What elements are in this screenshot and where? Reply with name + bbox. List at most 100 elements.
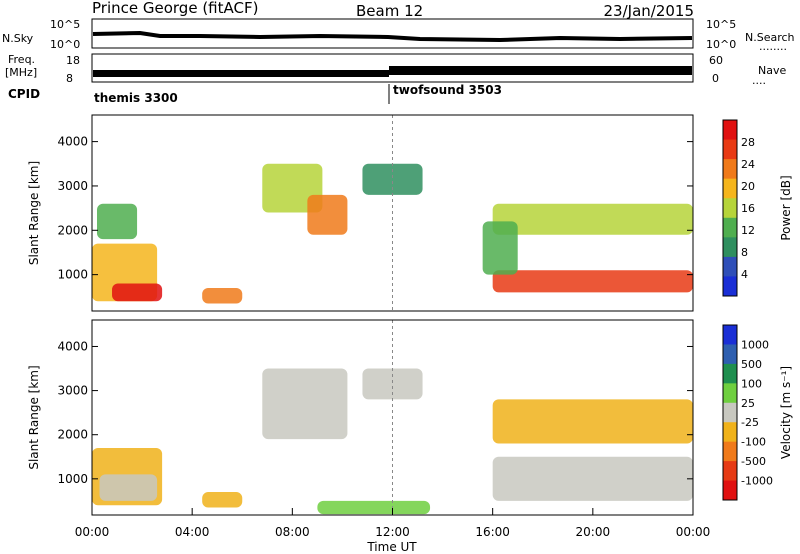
velocity-colorbar-label: Velocity [m s⁻¹]: [779, 366, 793, 459]
velocity-ytick-label-3000: 3000: [57, 384, 88, 398]
power-colorbar-tick-3: 16: [741, 202, 755, 215]
power-ytick-label-4000: 4000: [57, 135, 88, 149]
power-colorbar-swatch-7: [723, 256, 737, 277]
power-ytick-label-2000: 2000: [57, 223, 88, 237]
power-scatter-region-4: [202, 287, 243, 304]
velocity-colorbar-swatch-5: [723, 422, 737, 443]
power-colorbar-swatch-0: [723, 120, 737, 141]
power-colorbar-tick-5: 8: [741, 246, 748, 259]
power-scatter-region-9: [492, 203, 693, 235]
cpid-segment-1: themis 3300: [94, 91, 178, 105]
x-tick-label-6: 00:00: [676, 525, 711, 539]
power-colorbar-swatch-3: [723, 178, 737, 199]
velocity-colorbar-swatch-3: [723, 383, 737, 404]
x-tick-label-2: 08:00: [275, 525, 310, 539]
power-scatter-region-3: [97, 203, 138, 240]
power-scatter-region-6: [307, 194, 348, 235]
velocity-scatter-region-6: [492, 456, 693, 501]
nsearch-legend-dots: ........: [759, 40, 787, 53]
freq-unit-label: [MHz]: [5, 66, 37, 79]
cpid-label: CPID: [8, 87, 40, 101]
x-tick-label-5: 20:00: [576, 525, 611, 539]
power-scatter-region-10: [482, 221, 518, 275]
power-ylabel: Slant Range [km]: [27, 161, 41, 265]
noise-tick-top: 10^5: [50, 18, 80, 31]
nsky-label: N.Sky: [2, 32, 34, 45]
power-colorbar-tick-0: 28: [741, 136, 755, 149]
x-tick-label-4: 16:00: [475, 525, 510, 539]
power-colorbar-swatch-6: [723, 237, 737, 258]
velocity-colorbar-swatch-8: [723, 480, 737, 501]
velocity-colorbar-tick-4: -25: [741, 416, 759, 429]
velocity-colorbar-tick-7: -1000: [741, 475, 773, 488]
velocity-ytick-label-4000: 4000: [57, 339, 88, 353]
power-colorbar-tick-1: 24: [741, 158, 755, 171]
power-colorbar-swatch-8: [723, 276, 737, 297]
power-scatter-region-2: [112, 283, 163, 302]
velocity-colorbar-swatch-6: [723, 441, 737, 462]
velocity-colorbar-tick-6: -500: [741, 455, 766, 468]
station-title: Prince George (fitACF): [92, 0, 258, 17]
nave-legend-dots: ....: [752, 74, 766, 87]
nave-tick-bottom: 0: [712, 72, 719, 85]
freq-tick-bottom: 8: [66, 72, 73, 85]
velocity-ytick-label-1000: 1000: [57, 472, 88, 486]
velocity-scatter-region-3: [202, 492, 243, 508]
freq-label: Freq.: [8, 53, 35, 66]
noise-tick-bottom: 10^0: [50, 38, 80, 51]
power-colorbar-swatch-5: [723, 217, 737, 238]
velocity-colorbar-tick-1: 500: [741, 358, 762, 371]
velocity-scatter-region-5: [362, 368, 423, 400]
noise-tick-bottom-right: 10^0: [706, 38, 736, 51]
velocity-scatter-region-7: [492, 399, 693, 444]
power-scatter-region-5: [262, 163, 323, 213]
x-tick-label-3: 12:00: [375, 525, 410, 539]
noise-sky-trace: [92, 30, 693, 43]
power-ytick-label-3000: 3000: [57, 179, 88, 193]
velocity-colorbar-swatch-7: [723, 461, 737, 482]
power-colorbar-frame: [722, 119, 738, 297]
velocity-ytick-label-2000: 2000: [57, 428, 88, 442]
time-axis: 00:00 04:00 08:00 12:00 16:00 20:00 00:00: [75, 508, 711, 539]
velocity-colorbar-swatch-4: [723, 402, 737, 423]
nave-tick-top: 60: [709, 54, 723, 67]
velocity-scatter-region-8: [317, 500, 431, 515]
freq-tick-top: 18: [66, 54, 80, 67]
nave-label: Nave: [758, 64, 786, 77]
velocity-ylabel: Slant Range [km]: [27, 365, 41, 469]
velocity-colorbar-swatch-1: [723, 344, 737, 365]
date-title: 23/Jan/2015: [604, 2, 695, 20]
nsearch-label: N.Search: [745, 31, 795, 44]
x-tick-label-1: 04:00: [175, 525, 210, 539]
x-axis-title: Time UT: [366, 540, 417, 554]
power-ytick-label-1000: 1000: [57, 268, 88, 282]
power-scatter-region-7: [362, 163, 423, 195]
x-tick-label-0: 00:00: [75, 525, 110, 539]
velocity-colorbar-tick-0: 1000: [741, 338, 769, 351]
freq-strip-frame: [91, 53, 694, 83]
velocity-colorbar-tick-3: 25: [741, 397, 755, 410]
velocity-colorbar-swatch-0: [723, 325, 737, 345]
velocity-colorbar-swatch-2: [723, 363, 737, 384]
beam-title: Beam 12: [356, 2, 423, 20]
velocity-scatter-region-4: [262, 368, 348, 440]
velocity-panel: 1000 2000 3000 4000 Slant Range [km] 1000 500 1…: [27, 319, 793, 516]
cpid-segment-2: twofsound 3503: [393, 83, 502, 97]
noise-tick-top-right: 10^5: [706, 18, 736, 31]
power-colorbar-swatch-2: [723, 159, 737, 180]
velocity-colorbar-tick-2: 100: [741, 377, 762, 390]
power-colorbar-tick-4: 12: [741, 224, 755, 237]
power-scatter-region-8: [492, 270, 693, 293]
power-colorbar-tick-2: 20: [741, 180, 755, 193]
freq-trace-first-half: [93, 70, 389, 77]
noise-strip-frame: [91, 18, 694, 49]
power-panel: 1000 2000 3000 4000 Slant Range [km] 28 24 20 16…: [27, 114, 793, 312]
power-colorbar-swatch-4: [723, 198, 737, 219]
freq-trace-second-half: [389, 66, 692, 75]
power-colorbar-label: Power [dB]: [779, 175, 793, 240]
velocity-colorbar-frame: [722, 324, 738, 501]
velocity-scatter-region-2: [99, 474, 158, 501]
power-colorbar-tick-6: 4: [741, 268, 748, 281]
power-colorbar-swatch-1: [723, 139, 737, 160]
